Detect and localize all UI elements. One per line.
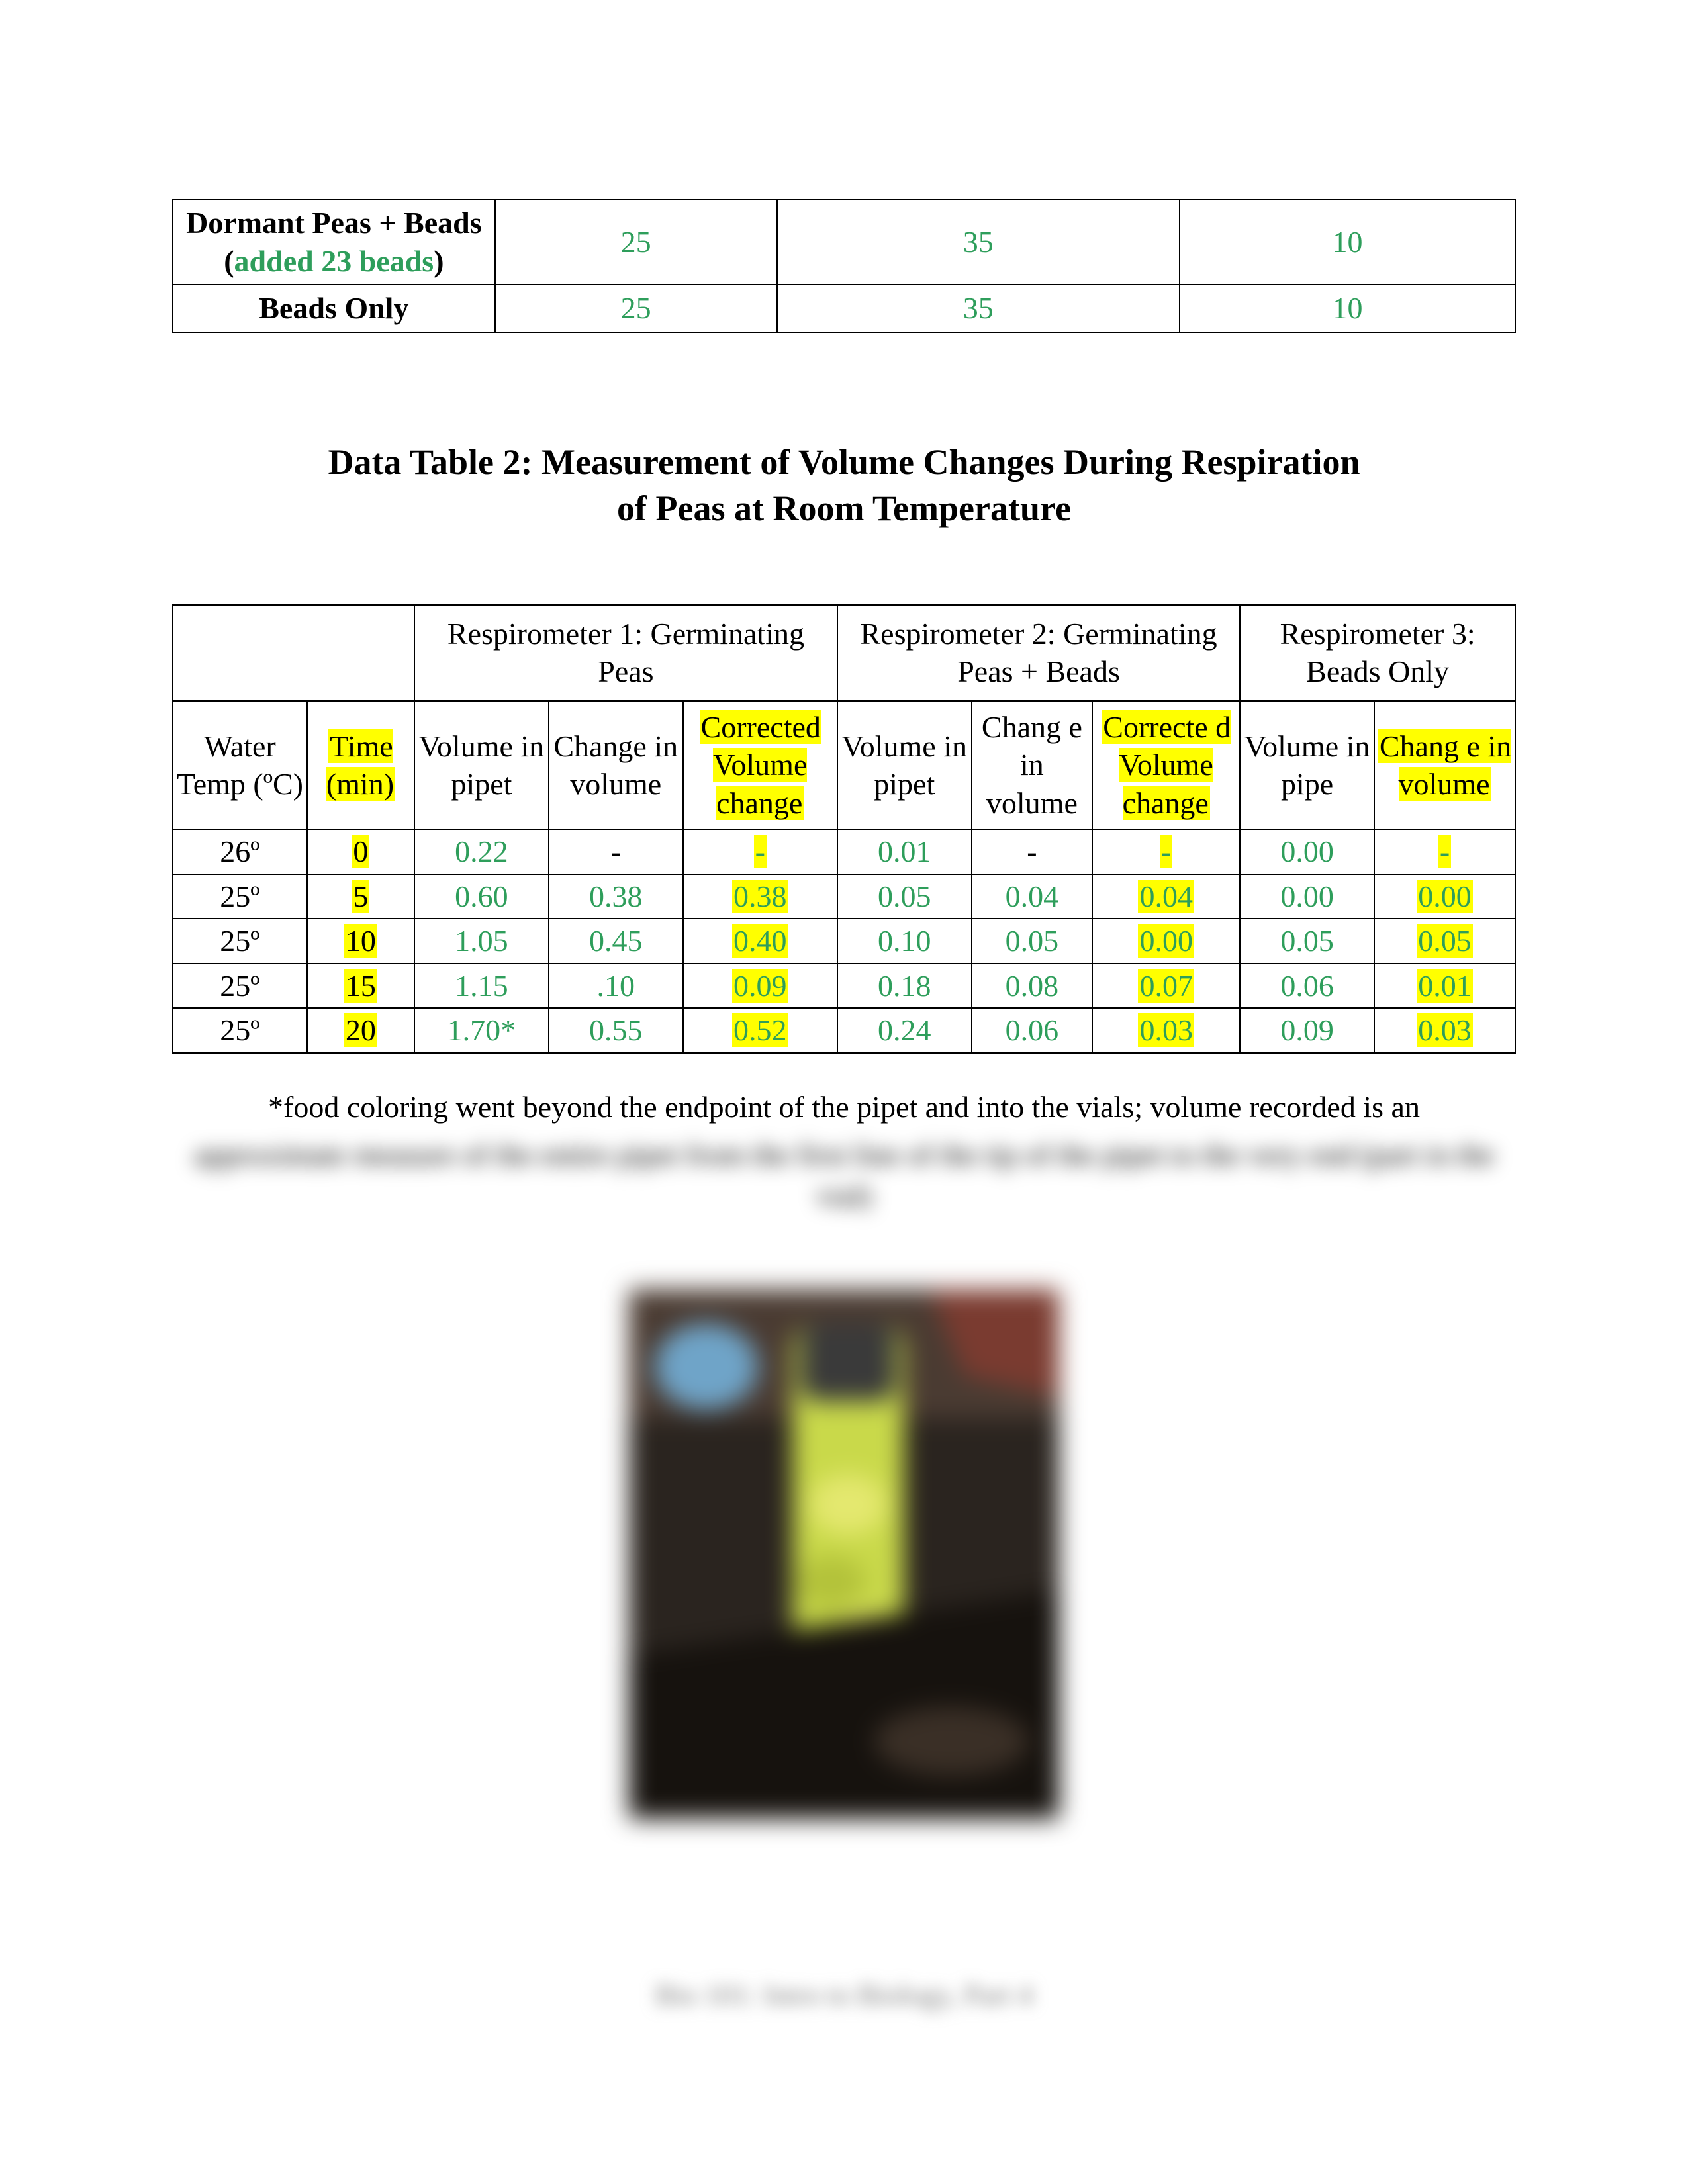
table-row: 26º00.22--0.01--0.00- [173,829,1515,874]
resp-1-header: Respirometer 1: Germinating Peas [414,605,837,701]
cell: - [549,829,683,874]
cell: 0.03 [1092,1008,1240,1053]
cell: 0.09 [1240,1008,1374,1053]
cell: 0.00 [1092,919,1240,964]
label-part-green: added 23 beads [234,244,434,278]
cell: - [1092,829,1240,874]
cell: 1.05 [414,919,549,964]
col-chg: Change in volume [549,701,683,830]
table-row: 25º50.600.380.380.050.040.040.000.00 [173,874,1515,919]
cell: 0.00 [1240,874,1374,919]
cell: 25º [173,1008,307,1053]
row-label: Dormant Peas + Beads (added 23 beads) [173,199,495,285]
cell: 10 [1180,199,1515,285]
subheader-row: Water Temp (ºC) Time (min) Volume in pip… [173,701,1515,830]
cell: 0.05 [972,919,1093,964]
cell: 0.45 [549,919,683,964]
cell: 10 [307,919,414,964]
cell: 20 [307,1008,414,1053]
cell: 1.15 [414,964,549,1009]
cell: 0.52 [683,1008,837,1053]
cell: 25º [173,964,307,1009]
cell: 0.05 [837,874,972,919]
cell: 0.18 [837,964,972,1009]
table-row: 25º201.70*0.550.520.240.060.030.090.03 [173,1008,1515,1053]
cell: 35 [777,199,1180,285]
cell: 15 [307,964,414,1009]
cell: 0.06 [972,1008,1093,1053]
experiment-photo [629,1289,1059,1819]
table-row: 25º151.15.100.090.180.080.070.060.01 [173,964,1515,1009]
blank-header [173,605,414,701]
cell: 26º [173,829,307,874]
table-row: 25º101.050.450.400.100.050.000.050.05 [173,919,1515,964]
table-1: Dormant Peas + Beads (added 23 beads) 25… [172,199,1516,333]
label-part: ) [434,244,444,278]
cell: 0.04 [972,874,1093,919]
cell: 25 [495,285,777,332]
cell: 35 [777,285,1180,332]
resp-3-header: Respirometer 3: Beads Only [1240,605,1515,701]
table-2-title: Data Table 2: Measurement of Volume Chan… [314,439,1374,531]
table-row: Dormant Peas + Beads (added 23 beads) 25… [173,199,1515,285]
hl-text: Corrected Volume change [700,710,821,820]
col-corr: Corrected Volume change [683,701,837,830]
cell: 0.03 [1374,1008,1515,1053]
cell: 0.38 [683,874,837,919]
cell: 0.22 [414,829,549,874]
cell: 0 [307,829,414,874]
col-time: Time (min) [307,701,414,830]
cell: 0.55 [549,1008,683,1053]
cell: - [1374,829,1515,874]
cell: 0.06 [1240,964,1374,1009]
document-page: Dormant Peas + Beads (added 23 beads) 25… [0,0,1688,2184]
cell: - [683,829,837,874]
footnote-visible: *food coloring went beyond the endpoint … [215,1087,1473,1128]
page-footer: Bio 101: Intro to Biology, Part 4 [0,1978,1688,2012]
cell: 0.09 [683,964,837,1009]
cell: 0.60 [414,874,549,919]
header-row: Respirometer 1: Germinating Peas Respiro… [173,605,1515,701]
cell: 0.24 [837,1008,972,1053]
cell: 0.07 [1092,964,1240,1009]
table-row: Beads Only 25 35 10 [173,285,1515,332]
cell: 25º [173,874,307,919]
cell: 0.00 [1240,829,1374,874]
cell: 0.10 [837,919,972,964]
cell: 25º [173,919,307,964]
row-label: Beads Only [173,285,495,332]
col-chg: Chang e in volume [972,701,1093,830]
col-corr: Correcte d Volume change [1092,701,1240,830]
cell: 0.04 [1092,874,1240,919]
cell: - [972,829,1093,874]
cell: 0.05 [1240,919,1374,964]
cell: 25 [495,199,777,285]
table-2: Respirometer 1: Germinating Peas Respiro… [172,604,1516,1054]
cell: 0.05 [1374,919,1515,964]
cell: 0.01 [1374,964,1515,1009]
cell: 0.08 [972,964,1093,1009]
col-vol: Volume in pipet [414,701,549,830]
cell: .10 [549,964,683,1009]
cell: 0.00 [1374,874,1515,919]
cell: 0.38 [549,874,683,919]
col-vol: Volume in pipe [1240,701,1374,830]
cell: 0.40 [683,919,837,964]
col-chg: Chang e in volume [1374,701,1515,830]
resp-2-header: Respirometer 2: Germinating Peas + Beads [837,605,1240,701]
col-vol: Volume in pipet [837,701,972,830]
cell: 10 [1180,285,1515,332]
hl-text: Time (min) [326,729,395,801]
cell: 1.70* [414,1008,549,1053]
cell: 5 [307,874,414,919]
hl-text: Correcte d Volume change [1102,710,1231,820]
hl-text: Chang e in volume [1378,729,1511,801]
col-temp: Water Temp (ºC) [173,701,307,830]
footnote-blurred: approximate measure of the entire pipet … [172,1134,1516,1216]
cell: 0.01 [837,829,972,874]
